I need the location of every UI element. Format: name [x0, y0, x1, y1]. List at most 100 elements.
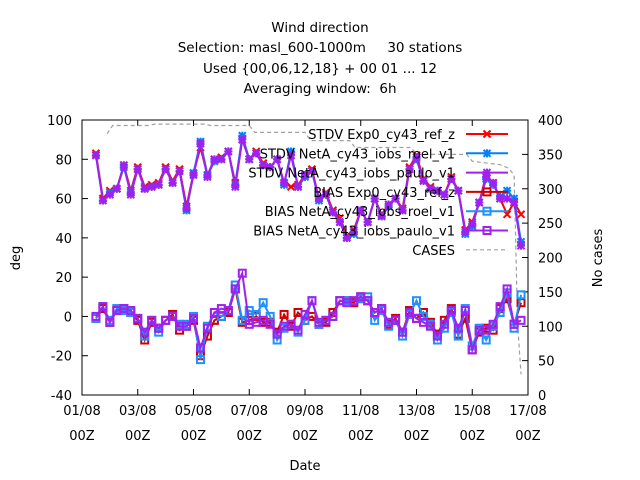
title-line-3: Used {00,06,12,18} + 00 01 ... 12: [202, 61, 438, 77]
title-line-2: Selection: masl_600-1000m 30 stations: [177, 40, 463, 56]
data-point: [412, 153, 421, 162]
data-point: [154, 180, 163, 190]
title-line-1: Wind direction: [271, 20, 369, 36]
data-point: [245, 155, 254, 164]
x-tick-label-time: 00Z: [69, 429, 95, 444]
data-point: [91, 151, 101, 160]
data-point: [202, 323, 212, 333]
x-tick-label-time: 00Z: [181, 429, 207, 444]
data-point: [147, 315, 157, 325]
y2-tick-label: 50: [538, 355, 555, 370]
y2-axis-label: No cases: [591, 229, 606, 288]
data-point: [147, 182, 156, 191]
legend-label: STDV NetA_cy43_iobs_roel_v1: [260, 147, 455, 162]
data-point: [502, 186, 512, 195]
data-point: [286, 151, 296, 160]
data-point: [425, 321, 435, 331]
data-point: [161, 164, 170, 174]
y-tick-label: -20: [51, 350, 72, 365]
y-tick-label: 80: [55, 153, 72, 168]
data-point: [495, 302, 505, 312]
data-point: [258, 160, 268, 170]
data-point: [286, 319, 296, 329]
x-tick-label-time: 00Z: [404, 429, 430, 444]
x-tick-label-date: 11/08: [342, 404, 379, 419]
data-point: [398, 327, 408, 337]
series-6: [106, 123, 522, 375]
data-point: [461, 227, 470, 237]
x-tick-label-date: 13/08: [398, 404, 435, 419]
legend-swatch-marker: [482, 187, 492, 197]
data-point: [182, 321, 192, 331]
data-point: [453, 323, 463, 333]
y2-tick-label: 100: [538, 320, 563, 335]
data-point: [252, 149, 261, 158]
legend-swatch-marker: [482, 129, 492, 139]
legend-entry-5: BIAS NetA_cy43_iobs_paulo_v1: [253, 225, 508, 240]
data-point: [133, 313, 143, 323]
data-point: [447, 174, 456, 184]
data-point: [405, 164, 414, 174]
data-point: [195, 355, 205, 365]
data-point: [488, 319, 498, 329]
data-point: [224, 147, 233, 156]
data-point: [300, 309, 310, 319]
data-point: [195, 343, 205, 353]
y2-tick-label: 150: [538, 286, 563, 301]
data-point: [349, 227, 358, 237]
cases-line: [106, 123, 522, 375]
data-point: [98, 302, 108, 312]
data-point: [196, 139, 205, 148]
data-point: [475, 198, 484, 207]
data-point: [342, 233, 352, 243]
data-point: [300, 170, 310, 180]
data-point: [314, 194, 324, 203]
series-layer: [91, 123, 526, 375]
data-point: [377, 212, 386, 221]
legend-swatch-marker: [482, 226, 492, 235]
x-tick-label-time: 00Z: [460, 429, 486, 444]
legend-swatch-marker: [482, 206, 492, 216]
legend-entry-1: STDV NetA_cy43_iobs_roel_v1: [260, 147, 508, 162]
data-point: [265, 319, 275, 329]
data-point: [105, 190, 115, 199]
legend-label: CASES: [412, 244, 455, 259]
data-point: [391, 315, 401, 325]
data-point: [175, 166, 184, 176]
data-point: [481, 325, 491, 335]
data-point: [210, 155, 219, 164]
x-tick-label-time: 00Z: [237, 429, 263, 444]
y-tick-label: -40: [51, 389, 72, 404]
data-point: [105, 317, 115, 327]
data-point: [335, 217, 345, 227]
data-point: [432, 331, 442, 341]
data-point: [495, 194, 505, 203]
data-point: [189, 313, 198, 323]
data-point: [502, 284, 512, 294]
legend-label: STDV NetA_cy43_iobs_paulo_v1: [248, 167, 455, 182]
x-tick-label-time: 00Z: [348, 429, 374, 444]
data-point: [321, 190, 331, 199]
legend-label: BIAS Exp0_cy43_ref_z: [313, 186, 455, 201]
x-tick-label-date: 17/08: [509, 404, 546, 419]
data-point: [328, 208, 338, 217]
data-point: [468, 219, 477, 229]
data-point: [258, 298, 268, 308]
data-point: [217, 155, 226, 164]
x-tick-label-date: 05/08: [175, 404, 212, 419]
x-tick-label-time: 00Z: [125, 429, 151, 444]
data-point: [119, 160, 129, 170]
data-point: [140, 327, 150, 337]
data-point: [91, 311, 101, 321]
legend-entry-2: STDV NetA_cy43_iobs_paulo_v1: [248, 167, 508, 182]
data-point: [237, 268, 247, 278]
x-tick-label-date: 03/08: [119, 404, 156, 419]
data-point: [272, 335, 282, 345]
title-line-4: Averaging window: 6h: [243, 81, 397, 97]
data-point: [272, 155, 282, 164]
data-point: [488, 178, 498, 188]
legend-entry-3: BIAS Exp0_cy43_ref_z: [313, 186, 508, 201]
data-point: [293, 182, 303, 191]
data-point: [231, 182, 240, 191]
data-point: [363, 296, 373, 306]
